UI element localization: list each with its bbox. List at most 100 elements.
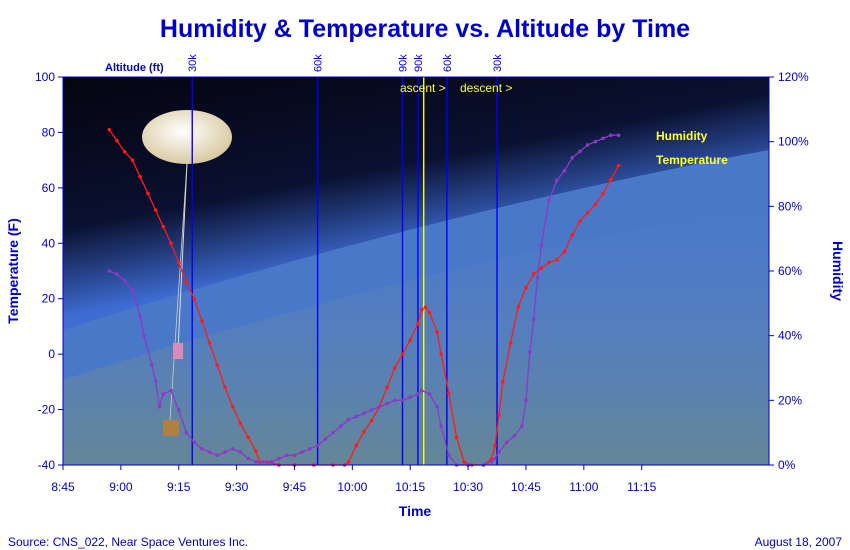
data-point-humidity bbox=[416, 392, 420, 396]
data-point-humidity bbox=[161, 392, 166, 396]
data-point-humidity bbox=[315, 443, 320, 448]
altitude-axis-label: Altitude (ft) bbox=[105, 62, 164, 74]
y-right-tick-label: 0% bbox=[778, 458, 796, 472]
data-point-temperature bbox=[419, 308, 424, 312]
data-point-temperature bbox=[354, 443, 359, 448]
data-point-humidity bbox=[531, 317, 536, 322]
data-point-humidity bbox=[362, 411, 366, 416]
data-point-humidity bbox=[130, 288, 135, 293]
altitude-marker-label: 60k bbox=[313, 54, 325, 72]
data-point-humidity bbox=[489, 459, 494, 464]
legend-temperature: Temperature bbox=[656, 153, 728, 167]
data-point-temperature bbox=[146, 191, 150, 196]
y-axis-right: 120% 100% 80% 60% 40% 20% 0% bbox=[769, 70, 809, 472]
data-point-humidity bbox=[176, 408, 181, 412]
data-point-humidity bbox=[323, 437, 328, 441]
data-point-temperature bbox=[138, 174, 142, 179]
data-point-humidity bbox=[435, 405, 440, 409]
data-point-temperature bbox=[578, 219, 582, 223]
data-point-temperature bbox=[570, 233, 575, 237]
data-point-humidity bbox=[184, 430, 189, 435]
altitude-marker-label: 30k bbox=[492, 54, 504, 72]
plot-area bbox=[63, 77, 769, 465]
data-point-humidity bbox=[524, 398, 528, 403]
x-tick-label: 9:30 bbox=[225, 480, 249, 494]
data-point-temperature bbox=[446, 391, 451, 395]
descent-annotation: descent > bbox=[460, 81, 512, 95]
data-point-humidity bbox=[535, 275, 540, 280]
data-point-humidity bbox=[427, 392, 432, 396]
data-point-humidity bbox=[616, 133, 621, 137]
y-left-tick-label: 20 bbox=[42, 292, 56, 306]
data-point-humidity bbox=[207, 450, 212, 454]
x-tick-label: 8:45 bbox=[51, 480, 75, 494]
x-axis-label: Time bbox=[399, 503, 432, 519]
legend-humidity: Humidity bbox=[656, 129, 708, 143]
data-point-temperature bbox=[207, 341, 212, 345]
altitude-markers bbox=[191, 77, 498, 465]
x-tick-label: 9:00 bbox=[109, 480, 133, 494]
data-point-humidity bbox=[570, 156, 575, 160]
ascent-annotation: ascent > bbox=[400, 81, 446, 95]
data-point-humidity bbox=[400, 398, 405, 403]
y-left-tick-label: -20 bbox=[38, 403, 56, 417]
y-axis-left: 100 80 60 40 20 0 -20 -40 bbox=[35, 70, 63, 472]
altitude-marker-label: 90k bbox=[397, 54, 409, 72]
data-point-humidity bbox=[593, 139, 598, 144]
data-point-temperature bbox=[427, 310, 432, 315]
data-point-temperature bbox=[562, 249, 567, 254]
data-point-humidity bbox=[446, 453, 451, 458]
data-point-temperature bbox=[524, 285, 528, 290]
y-right-tick-label: 80% bbox=[778, 199, 802, 213]
x-tick-label: 10:45 bbox=[511, 480, 541, 494]
data-point-humidity bbox=[254, 459, 258, 464]
y-axis-right-label: Humidity bbox=[830, 241, 846, 301]
data-point-temperature bbox=[215, 363, 220, 368]
data-point-temperature bbox=[462, 460, 467, 465]
data-point-temperature bbox=[609, 177, 613, 182]
data-point-humidity bbox=[142, 333, 146, 338]
data-point-temperature bbox=[616, 163, 621, 168]
earth-surface bbox=[63, 205, 769, 465]
data-point-humidity bbox=[585, 143, 590, 147]
y-left-tick-label: 80 bbox=[42, 125, 56, 139]
data-point-humidity bbox=[230, 447, 235, 451]
data-point-humidity bbox=[308, 447, 312, 451]
y-right-tick-label: 120% bbox=[778, 70, 809, 84]
data-point-temperature bbox=[246, 435, 250, 440]
x-tick-label: 11:15 bbox=[627, 480, 656, 494]
x-tick-label: 9:15 bbox=[167, 480, 191, 494]
y-left-tick-label: -40 bbox=[38, 458, 56, 472]
data-point-humidity bbox=[138, 314, 142, 319]
data-point-temperature bbox=[392, 366, 397, 370]
data-point-humidity bbox=[547, 198, 551, 202]
data-point-humidity bbox=[238, 450, 243, 454]
data-point-temperature bbox=[593, 202, 598, 207]
data-point-humidity bbox=[555, 178, 559, 183]
data-point-temperature bbox=[107, 127, 112, 132]
data-point-humidity bbox=[539, 243, 544, 247]
x-tick-label: 10:30 bbox=[453, 480, 483, 494]
data-point-humidity bbox=[493, 456, 497, 461]
data-point-temperature bbox=[238, 421, 243, 426]
data-point-humidity bbox=[439, 424, 443, 429]
data-point-temperature bbox=[346, 460, 351, 465]
altitude-axis: 30k 60k 90k 90k 60k 30k bbox=[187, 54, 504, 72]
data-point-humidity bbox=[153, 379, 158, 383]
y-left-tick-label: 0 bbox=[48, 347, 55, 361]
data-point-humidity bbox=[385, 401, 389, 406]
data-point-temperature bbox=[369, 418, 374, 423]
data-point-humidity bbox=[300, 450, 304, 454]
chart-title: Humidity & Temperature vs. Altitude by T… bbox=[160, 15, 690, 43]
data-point-humidity bbox=[261, 459, 266, 464]
data-point-humidity bbox=[369, 408, 374, 412]
data-point-temperature bbox=[601, 191, 605, 196]
data-point-humidity bbox=[346, 417, 351, 422]
data-point-temperature bbox=[531, 271, 536, 276]
data-point-temperature bbox=[192, 296, 196, 301]
data-point-temperature bbox=[254, 449, 258, 453]
y-right-tick-label: 20% bbox=[778, 393, 802, 407]
data-point-temperature bbox=[184, 280, 189, 284]
data-point-temperature bbox=[493, 443, 497, 448]
